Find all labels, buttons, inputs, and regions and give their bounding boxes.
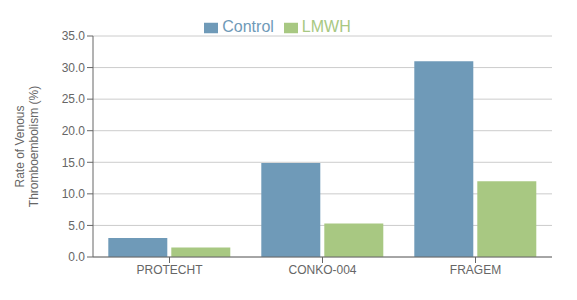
html-text:LMWH: LMWH [301, 18, 351, 35]
svg-text:FRAGEM: FRAGEM [450, 263, 501, 277]
html-text:Control: Control [222, 18, 274, 35]
svg-text:CONKO-004: CONKO-004 [288, 263, 356, 277]
svg-text:PROTECHT: PROTECHT [137, 263, 204, 277]
svg-text:30.0: 30.0 [62, 61, 86, 75]
svg-text:15.0: 15.0 [62, 156, 86, 170]
svg-text:Rate of VenousThromboembolism: Rate of VenousThromboembolism (%) [13, 86, 41, 207]
svg-text:0.0: 0.0 [68, 250, 85, 264]
svg-text:20.0: 20.0 [62, 124, 86, 138]
svg-text:10.0: 10.0 [62, 187, 86, 201]
svg-text:35.0: 35.0 [62, 29, 86, 43]
svg-text:5.0: 5.0 [68, 219, 85, 233]
svg-text:25.0: 25.0 [62, 92, 86, 106]
